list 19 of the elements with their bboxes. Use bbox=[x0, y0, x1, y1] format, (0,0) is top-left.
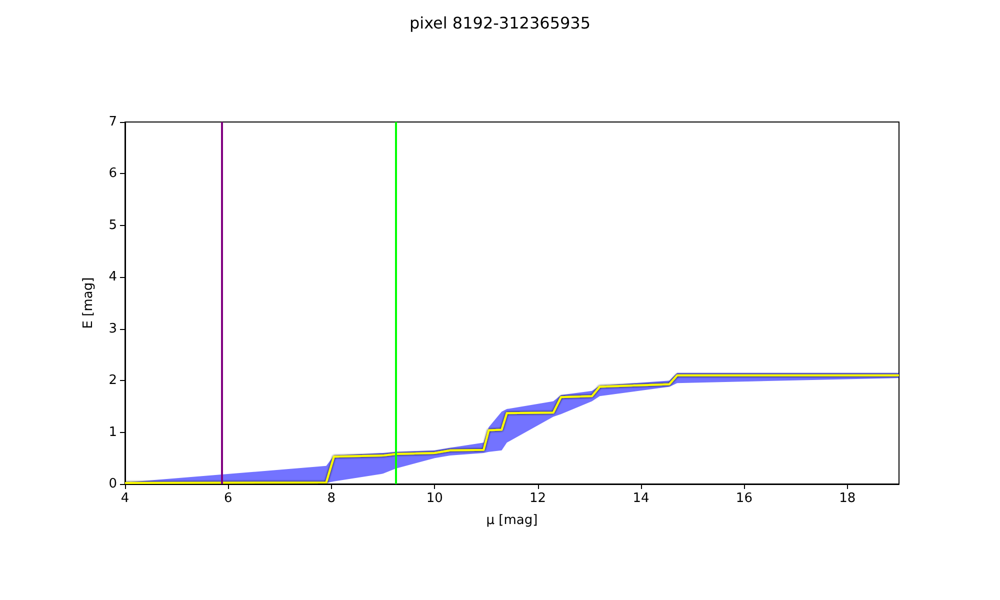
y-tick-label: 6 bbox=[108, 166, 117, 182]
x-tick-label: 16 bbox=[736, 491, 752, 506]
x-tick-label: 6 bbox=[224, 491, 232, 506]
y-tick-label: 1 bbox=[108, 424, 117, 440]
chart-title: pixel 8192-312365935 bbox=[409, 14, 591, 32]
x-tick-label: 10 bbox=[426, 491, 443, 506]
x-tick-label: 8 bbox=[327, 491, 336, 506]
y-tick-label: 4 bbox=[108, 270, 117, 285]
x-tick-label: 4 bbox=[120, 491, 130, 506]
y-tick-label: 2 bbox=[108, 373, 117, 388]
x-tick-label: 18 bbox=[839, 491, 856, 506]
x-tick-label: 12 bbox=[530, 491, 546, 506]
y-axis-title: E [mag] bbox=[81, 277, 96, 329]
y-tick-label: 3 bbox=[108, 321, 117, 336]
y-tick-label: 7 bbox=[108, 114, 117, 130]
x-axis-title: μ [mag] bbox=[486, 513, 538, 528]
y-tick-label: 0 bbox=[108, 476, 117, 492]
x-tick-label: 14 bbox=[632, 491, 650, 506]
y-tick-label: 5 bbox=[108, 218, 117, 233]
